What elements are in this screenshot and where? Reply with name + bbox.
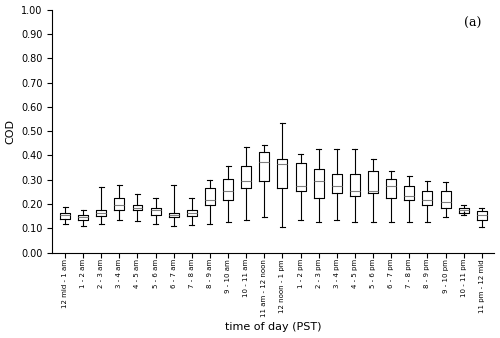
X-axis label: time of day (PST): time of day (PST) [225, 322, 322, 333]
Text: (a): (a) [464, 17, 481, 30]
Y-axis label: COD: COD [6, 119, 16, 144]
